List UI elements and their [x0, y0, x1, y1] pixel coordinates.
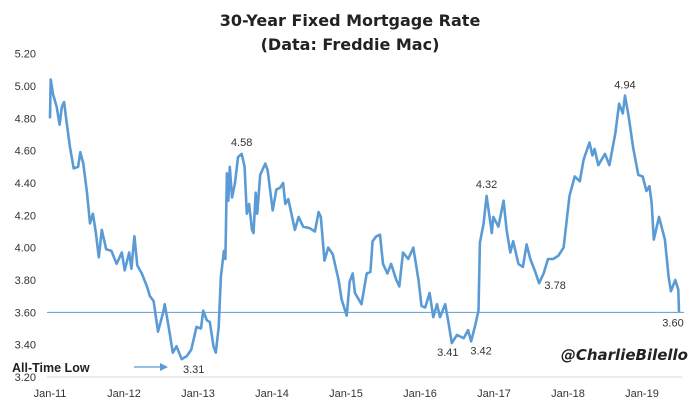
y-tick-label: 5.00 — [15, 81, 36, 93]
x-tick-label: Jan-19 — [625, 388, 659, 400]
x-tick-label: Jan-13 — [181, 388, 215, 400]
chart-subtitle: (Data: Freddie Mac) — [261, 35, 440, 54]
all-time-low-callout: All-Time Low — [12, 361, 90, 375]
data-label: 3.41 — [437, 347, 458, 359]
y-tick-label: 5.20 — [15, 49, 36, 61]
y-tick-label: 4.20 — [15, 210, 36, 222]
arrow-icon — [134, 363, 168, 371]
x-tick-label: Jan-16 — [403, 388, 437, 400]
y-tick-label: 3.80 — [15, 275, 36, 287]
y-tick-label: 3.40 — [15, 340, 36, 352]
y-tick-label: 4.00 — [15, 243, 36, 255]
watermark: @CharlieBilello — [561, 346, 688, 364]
x-tick-label: Jan-15 — [329, 388, 363, 400]
y-tick-label: 4.40 — [15, 178, 36, 190]
data-label: 3.42 — [470, 345, 491, 357]
y-tick-label: 3.20 — [15, 372, 36, 384]
data-label: 3.31 — [183, 364, 204, 376]
data-label: 4.58 — [231, 137, 252, 149]
x-tick-label: Jan-11 — [34, 388, 67, 400]
y-tick-label: 4.80 — [15, 113, 36, 125]
data-label: 3.78 — [544, 280, 565, 292]
x-tick-label: Jan-14 — [255, 388, 289, 400]
series-line — [48, 78, 681, 361]
x-tick-label: Jan-17 — [477, 388, 511, 400]
data-label: 4.32 — [476, 179, 497, 191]
y-tick-label: 3.60 — [15, 307, 36, 319]
x-tick-label: Jan-12 — [107, 388, 141, 400]
data-label: 3.60 — [662, 317, 683, 329]
data-label: 4.94 — [614, 80, 635, 92]
y-tick-label: 4.60 — [15, 146, 36, 158]
x-tick-label: Jan-18 — [551, 388, 585, 400]
chart-title: 30-Year Fixed Mortgage Rate — [220, 11, 481, 30]
